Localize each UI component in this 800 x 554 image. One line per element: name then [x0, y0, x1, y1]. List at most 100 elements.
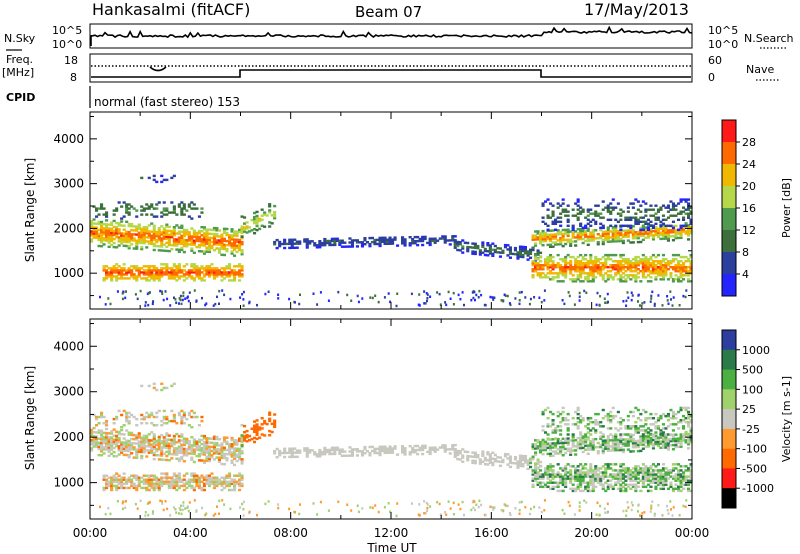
power-cell: [117, 228, 121, 231]
velocity-cell: [679, 485, 683, 489]
velocity-cell: [689, 471, 693, 474]
power-cell: [217, 235, 222, 238]
power-cell: [566, 232, 570, 236]
power-cell: [666, 229, 671, 232]
power-cell: [616, 266, 620, 269]
power-cell: [243, 228, 247, 231]
velocity-cell: [160, 480, 164, 484]
velocity-cell: [140, 417, 144, 421]
velocity-cell: [273, 421, 277, 424]
power-cell: [611, 253, 615, 257]
power-cell: [190, 243, 194, 246]
velocity-cell: [325, 448, 329, 452]
power-cell: [541, 237, 545, 241]
velocity-cell: [185, 437, 189, 441]
velocity-cell: [220, 446, 224, 449]
power-cell: [682, 218, 686, 222]
power-cell: [195, 269, 199, 272]
velocity-cell: [649, 465, 653, 468]
velocity-cell: [147, 449, 151, 452]
velocity-cell: [197, 482, 202, 486]
velocity-cell: [636, 473, 640, 476]
power-cell: [200, 230, 204, 233]
power-cell: [230, 271, 234, 274]
power-cell: [438, 237, 442, 240]
power-cell: [165, 209, 169, 212]
power-cell: [656, 208, 661, 211]
power-cell: [220, 233, 224, 236]
power-cell: [157, 227, 161, 230]
velocity-cell: [574, 453, 578, 456]
power-cell: [255, 228, 259, 232]
power-cell: [157, 249, 161, 252]
power-cell: [684, 208, 688, 211]
velocity-cell: [137, 442, 141, 445]
power-cell: [308, 240, 312, 243]
velocity-cell: [531, 447, 535, 450]
velocity-cell: [531, 473, 535, 476]
power-cell: [165, 225, 169, 228]
velocity-cell: [541, 453, 545, 456]
velocity-cell: [137, 446, 141, 449]
power-cell: [110, 271, 114, 274]
power-cell: [273, 240, 277, 244]
velocity-cell: [584, 448, 588, 452]
power-cell: [621, 276, 625, 279]
power-cell: [122, 215, 126, 218]
velocity-cell: [318, 453, 322, 456]
power-cell: [671, 304, 674, 307]
power-cell: [596, 212, 600, 215]
velocity-cell: [122, 409, 126, 413]
power-cell: [125, 273, 129, 276]
velocity-cell: [105, 486, 109, 490]
velocity-cell: [508, 465, 513, 469]
velocity-cell: [541, 477, 545, 480]
velocity-cell: [621, 450, 625, 454]
velocity-cell: [145, 434, 149, 438]
velocity-cell: [611, 463, 615, 466]
power-cell: [569, 260, 573, 263]
velocity-cell: [476, 456, 480, 459]
power-cell: [544, 260, 548, 263]
velocity-cell: [644, 469, 648, 472]
power-cell: [561, 208, 565, 211]
power-cell: [145, 279, 149, 282]
power-cell: [423, 302, 426, 305]
velocity-cell: [531, 457, 535, 461]
velocity-cell: [290, 453, 294, 457]
velocity-cell: [162, 415, 166, 419]
power-cell: [631, 225, 635, 228]
velocity-cell: [165, 478, 169, 481]
power-cell: [611, 278, 615, 281]
velocity-cell: [544, 471, 548, 474]
velocity-cell: [416, 448, 420, 452]
power-cell: [95, 207, 99, 210]
power-cell: [473, 244, 477, 248]
power-cell: [408, 236, 412, 239]
power-cell: [546, 214, 550, 217]
power-cell: [659, 264, 663, 267]
power-cell: [631, 262, 635, 265]
velocity-cell: [654, 475, 658, 478]
velocity-cell: [135, 474, 139, 477]
velocity-cell: [579, 481, 583, 484]
velocity-cell: [669, 439, 673, 443]
power-cell: [516, 251, 520, 254]
power-cell: [649, 272, 653, 275]
velocity-cell: [561, 406, 565, 410]
power-cell: [549, 272, 553, 275]
velocity-cell: [654, 477, 658, 480]
velocity-cell: [190, 486, 194, 490]
power-cell: [571, 228, 575, 232]
power-cell: [115, 275, 119, 278]
velocity-cell: [624, 444, 628, 447]
velocity-cell: [614, 434, 618, 438]
power-cell: [107, 223, 111, 226]
power-cell: [225, 227, 229, 231]
power-cell: [493, 296, 496, 299]
power-cell: [165, 229, 169, 232]
power-cell: [653, 302, 656, 306]
power-cell: [534, 242, 538, 245]
power-cell: [233, 244, 237, 247]
